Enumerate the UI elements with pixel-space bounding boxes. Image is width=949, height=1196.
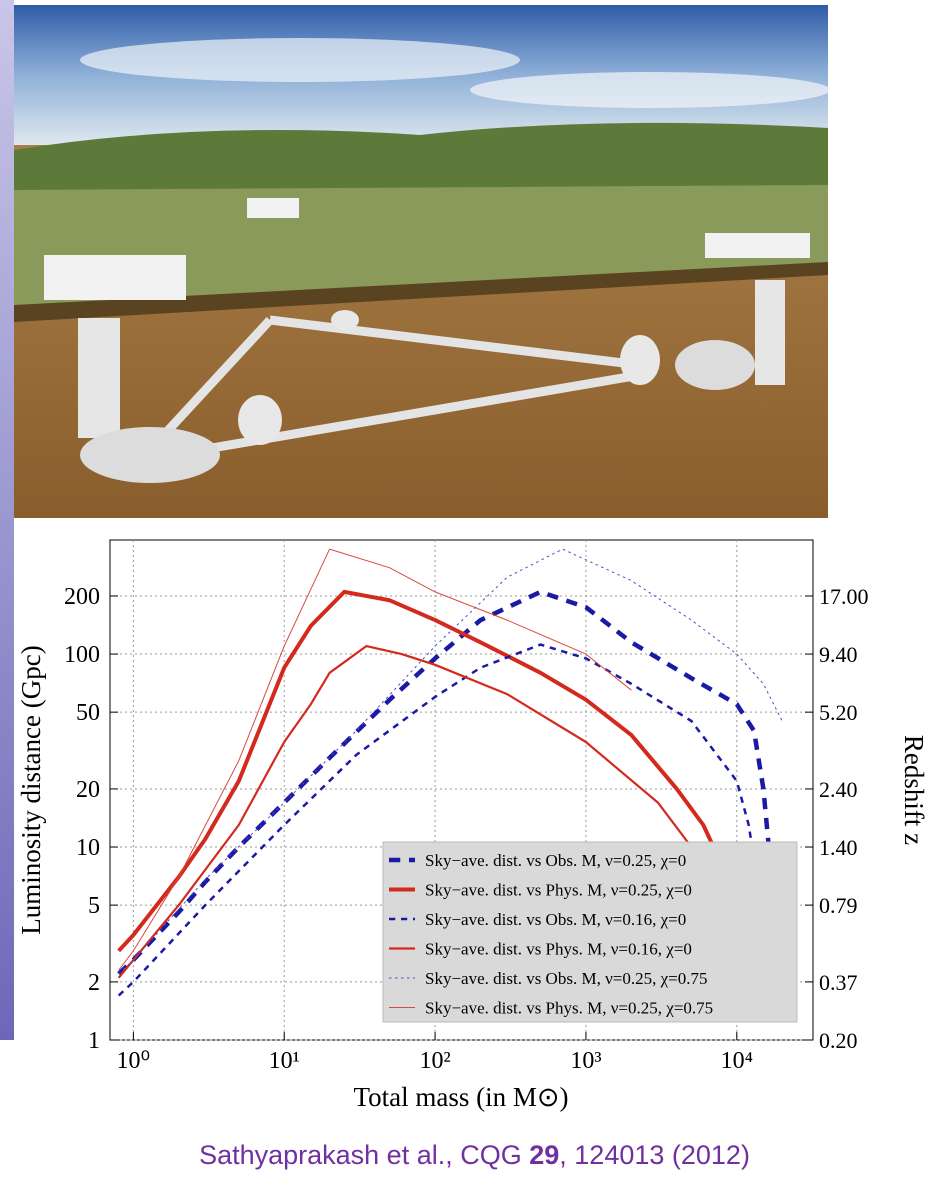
x-tick-label: 10⁴ [721, 1048, 753, 1074]
x-tick-label: 10¹ [269, 1048, 300, 1074]
y2-tick-label: 0.20 [819, 1028, 858, 1053]
y-tick-label: 20 [76, 777, 100, 803]
y-tick-label: 10 [76, 835, 100, 861]
legend-label: Sky−ave. dist. vs Phys. M, ν=0.25, χ=0 [425, 881, 692, 900]
series-lines [117, 548, 783, 997]
illustration [14, 5, 830, 518]
y-tick-label: 1 [88, 1028, 100, 1054]
series-line [118, 548, 783, 975]
legend-label: Sky−ave. dist. vs Obs. M, ν=0.16, χ=0 [425, 910, 686, 929]
citation-authors: Sathyaprakash et al., CQG [199, 1140, 522, 1170]
x-tick-label: 10⁰ [117, 1048, 151, 1074]
y2-tick-label: 2.40 [819, 777, 858, 802]
legend-label: Sky−ave. dist. vs Obs. M, ν=0.25, χ=0.75 [425, 969, 707, 988]
series-line [118, 548, 632, 971]
series-line [117, 645, 715, 979]
legend-label: Sky−ave. dist. vs Phys. M, ν=0.16, χ=0 [425, 940, 692, 959]
y-axis-label: Luminosity distance (Gpc) [16, 645, 46, 934]
y-tick-label: 200 [64, 584, 100, 610]
y2-tick-label: 0.37 [819, 970, 858, 995]
y2-axis-label: Redshift z [899, 735, 929, 845]
series-line [117, 589, 780, 976]
citation-rest: , 124013 (2012) [559, 1140, 750, 1170]
side-strip [0, 0, 14, 1040]
y-tick-label: 50 [76, 700, 100, 726]
y-tick-label: 5 [88, 893, 100, 919]
y2-tick-label: 5.20 [819, 700, 858, 725]
series-line [117, 643, 761, 997]
axes: 10⁰ 10¹ 10² 10³ 10⁴ 1 0.20 2 0.37 5 0.79 10 1.40 20 2.… [64, 584, 869, 1074]
y2-tick-label: 9.40 [819, 642, 858, 667]
slide: Sky−ave. dist. vs Obs. M, ν=0.25, χ=0 Sky… [0, 0, 929, 1112]
y-tick-label: 2 [88, 970, 100, 996]
legend-box [382, 841, 798, 1023]
citation-volume: 29 [529, 1140, 560, 1170]
citation: Sathyaprakash et al., CQG 29, 124013 (20… [0, 1140, 949, 1171]
legend-label: Sky−ave. dist. vs Obs. M, ν=0.25, χ=0 [425, 851, 686, 870]
y-tick-label: 100 [64, 642, 100, 668]
y2-tick-label: 1.40 [819, 835, 858, 860]
y2-tick-label: 17.00 [819, 584, 869, 609]
legend: Sky−ave. dist. vs Obs. M, ν=0.25, χ=0 Sky… [382, 841, 798, 1023]
series-line [117, 589, 725, 953]
x-tick-label: 10³ [570, 1048, 601, 1074]
x-tick-label: 10² [419, 1048, 450, 1074]
x-axis-label: Total mass (in M⊙) [354, 1082, 569, 1112]
y2-tick-label: 0.79 [819, 893, 858, 918]
legend-label: Sky−ave. dist. vs Phys. M, ν=0.25, χ=0.7… [425, 999, 713, 1018]
